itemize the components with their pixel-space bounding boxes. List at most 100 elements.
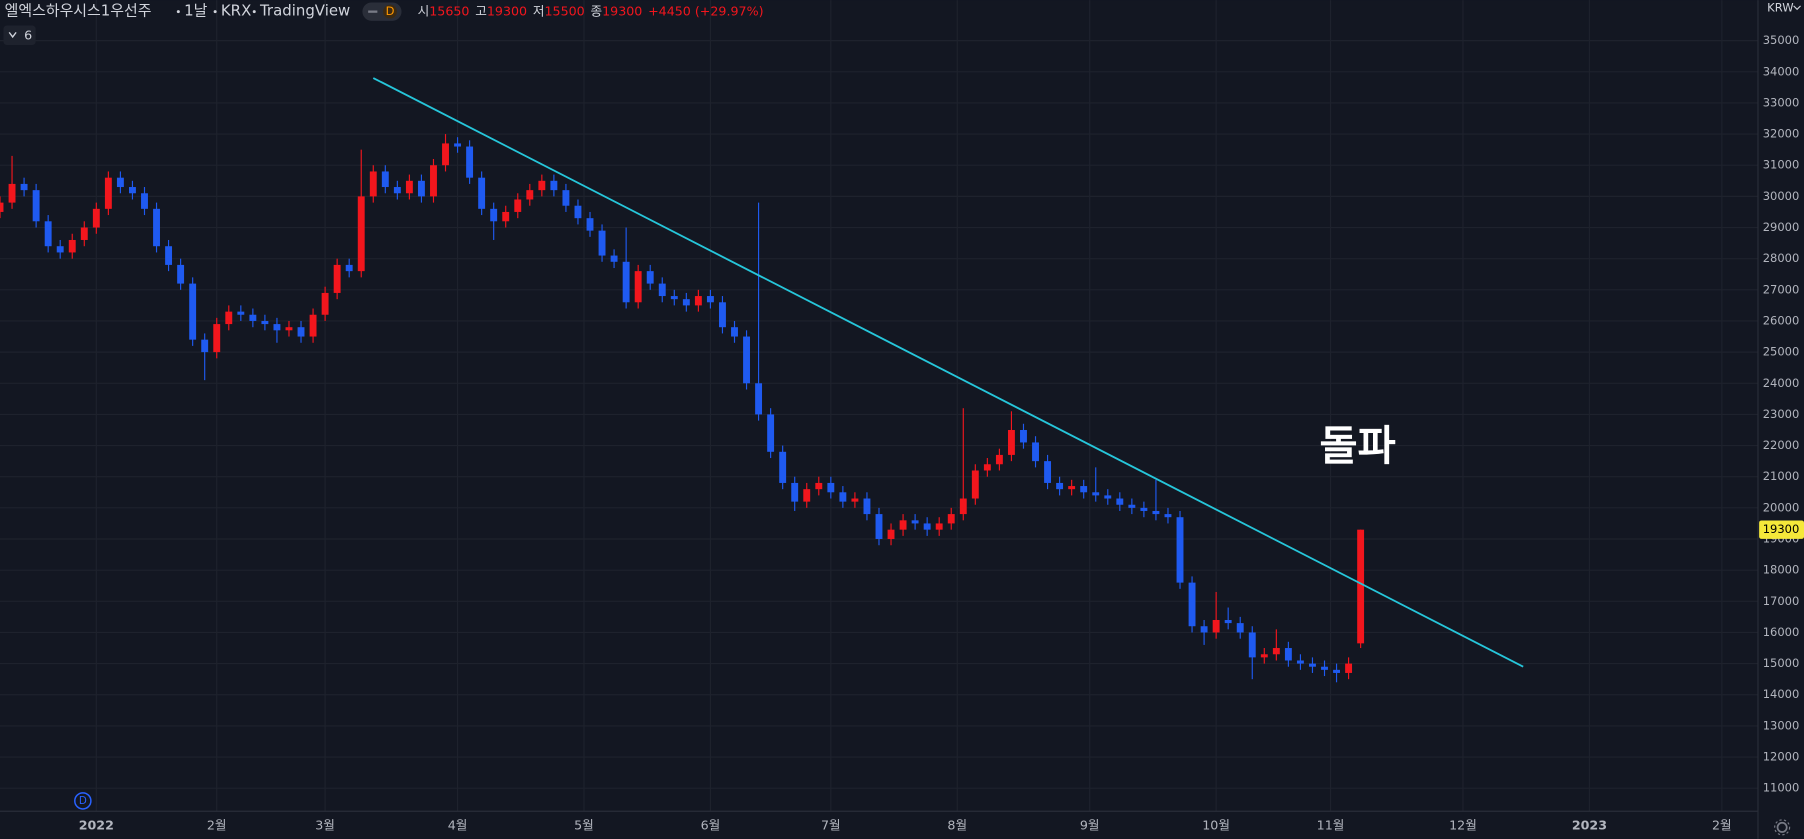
candle-body: [971, 470, 979, 499]
currency[interactable]: KRW: [1767, 1, 1793, 15]
candle-body: [863, 498, 871, 515]
candle-body: [1176, 517, 1184, 583]
candle-body: [995, 454, 1003, 465]
candle-body: [417, 180, 425, 197]
interval: 1날: [184, 2, 208, 20]
candle-body: [321, 292, 329, 315]
candle-body: [706, 296, 714, 303]
x-tick-label: 2022: [79, 818, 114, 833]
candle-body: [165, 246, 173, 265]
candle-body: [502, 211, 510, 222]
candle-body: [646, 271, 654, 284]
y-tick-label: 16000: [1763, 625, 1800, 639]
indicators-count: 6: [24, 27, 32, 42]
candle-body: [273, 324, 281, 331]
y-tick-label: 20000: [1763, 500, 1800, 514]
open-label: 시: [418, 3, 430, 18]
candle-body: [1116, 498, 1124, 505]
candle-body: [478, 177, 486, 209]
candle-body: [586, 218, 594, 231]
candle-body: [1068, 486, 1076, 490]
low-value: 15500: [544, 3, 584, 18]
candle-body: [755, 383, 763, 415]
candle-body: [466, 146, 474, 178]
candle-body: [598, 230, 606, 256]
y-tick-label: 15000: [1763, 656, 1800, 670]
y-tick-label: 13000: [1763, 718, 1800, 732]
annotation: 돌파: [1320, 422, 1396, 470]
candle-body: [514, 199, 522, 212]
candle-body: [743, 336, 750, 384]
candle-body: [189, 283, 197, 340]
high-value: 19300: [487, 3, 527, 18]
y-tick-label: 12000: [1763, 750, 1800, 764]
candle-body: [815, 482, 823, 490]
open-value: 15650: [429, 3, 469, 18]
y-tick-label: 34000: [1763, 64, 1800, 78]
candle-body: [1152, 510, 1160, 515]
x-tick-label: 7월: [821, 818, 841, 833]
candle-body: [959, 498, 967, 515]
candle-body: [779, 451, 787, 483]
candle-body: [104, 177, 112, 209]
candle-body: [1056, 482, 1064, 490]
y-tick-label: 27000: [1763, 282, 1800, 296]
candle-body: [1333, 669, 1340, 673]
candle-body: [803, 489, 811, 502]
candle-body: [116, 177, 124, 188]
badge-bg: [383, 4, 397, 19]
candle-body: [309, 314, 317, 337]
candle-body: [68, 239, 76, 253]
x-tick-label: 2월: [207, 818, 227, 833]
candle-body: [213, 324, 221, 353]
candle-body: [1309, 663, 1316, 667]
candle-body: [1140, 507, 1148, 511]
pill-dash: [368, 10, 378, 13]
x-tick-label: 4월: [448, 818, 468, 833]
candle-body: [1188, 582, 1196, 627]
close-value: 19300: [602, 3, 642, 18]
dividend-marker[interactable]: [74, 792, 92, 810]
candle-body: [634, 271, 642, 303]
separator: [176, 10, 180, 14]
candle-body: [526, 190, 534, 200]
candle-body: [1357, 529, 1365, 644]
caret: [8, 31, 17, 39]
y-tick-label: 18000: [1763, 563, 1800, 577]
candle-body: [333, 264, 341, 293]
candle-body: [562, 190, 570, 206]
candle-body: [225, 311, 233, 325]
candle-body: [610, 255, 618, 262]
separator: [213, 10, 217, 14]
candle-body: [983, 464, 991, 471]
candle-body: [381, 171, 389, 188]
trend-line: [372, 77, 1524, 668]
exchange: KRX: [221, 2, 251, 20]
candle-body: [1272, 648, 1280, 655]
candle-body: [92, 208, 100, 228]
candle-body: [490, 208, 498, 222]
settings-icon[interactable]: [1776, 821, 1788, 833]
x-tick-label: 9월: [1080, 818, 1100, 833]
grid: [0, 0, 1758, 812]
x-tick-label: 12월: [1449, 818, 1477, 833]
last-price-tag: [1759, 520, 1804, 539]
x-tick-label: 2023: [1572, 818, 1607, 833]
candle-body: [80, 227, 88, 240]
candle-body: [1321, 666, 1328, 670]
indicators-toggle[interactable]: [3, 25, 36, 46]
y-tick-label: 31000: [1763, 158, 1800, 172]
candle-body: [442, 143, 449, 166]
y-tick-label: 26000: [1763, 313, 1800, 327]
candle-body: [935, 523, 943, 530]
candle-body: [201, 339, 209, 353]
candle-body: [56, 246, 64, 253]
candle-body: [1032, 442, 1039, 462]
high-label: 고: [475, 3, 487, 18]
badge: D: [386, 4, 395, 18]
y-tick-label: 28000: [1763, 251, 1800, 265]
candle-body: [357, 196, 365, 272]
candle-body: [694, 296, 702, 306]
candle-body: [947, 514, 955, 524]
